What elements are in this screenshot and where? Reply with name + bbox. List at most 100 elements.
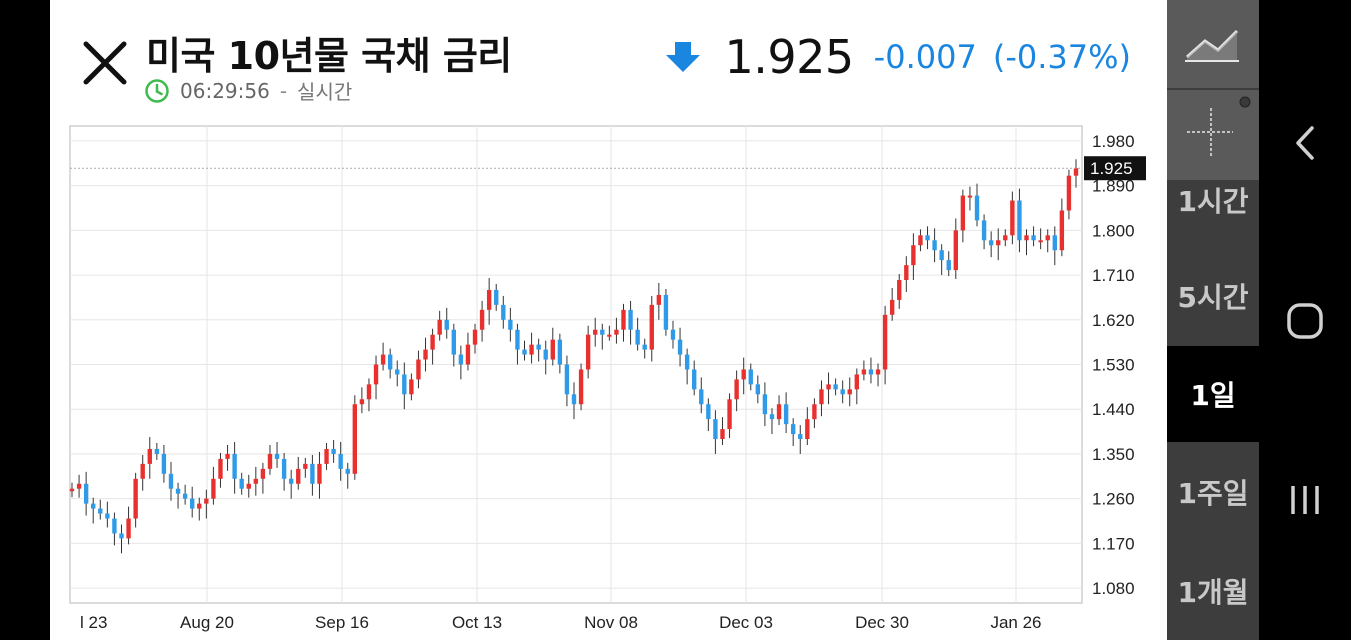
chart-panel: 미국 10년물 국채 금리 06:29:56 - 실시간 1.925 -0.00… [50, 0, 1167, 640]
back-button[interactable] [1259, 103, 1351, 183]
candle-body [486, 289, 492, 310]
candle-body [1017, 200, 1022, 241]
candle-body [1003, 235, 1008, 241]
candle-body [833, 384, 838, 390]
home-button[interactable] [1259, 281, 1351, 361]
candle-body [974, 195, 980, 221]
candle-body [91, 503, 96, 509]
candle-body [274, 453, 280, 459]
candle-body [706, 404, 711, 420]
candle-body [585, 334, 591, 370]
candle-body [967, 195, 973, 198]
candle-body [126, 518, 131, 539]
current-value-box [1084, 156, 1146, 181]
candle-body [741, 369, 746, 380]
candle-body [190, 498, 195, 509]
candle-body [819, 389, 824, 405]
candle-body [826, 384, 831, 390]
candle-body [168, 473, 174, 489]
clock-icon [145, 78, 169, 103]
candle-body [854, 374, 860, 390]
candle-body [614, 329, 619, 335]
candle-body [402, 374, 407, 395]
candle-body [105, 513, 110, 519]
candle-body [960, 195, 966, 231]
candle-body [755, 384, 761, 395]
y-tick-label: 1.530 [1092, 356, 1135, 375]
candle-body [225, 453, 230, 459]
close-button[interactable] [80, 38, 130, 88]
interval-5hour[interactable]: 5시간 [1177, 281, 1249, 314]
interval-1month[interactable]: 1개월 [1177, 576, 1249, 609]
candle-body [939, 250, 944, 261]
candle-body [621, 309, 626, 330]
candle-body [536, 344, 541, 350]
close-icon [83, 41, 127, 85]
price-chart[interactable]: 1.980 1.890 1.800 1.710 1.620 1.530 1.440 1.350… [50, 120, 1167, 640]
candle-body [925, 235, 930, 241]
candle-body [494, 289, 499, 305]
candle-body [543, 349, 548, 360]
candle-body [211, 478, 216, 499]
interval-1week[interactable]: 1주일 [1177, 477, 1249, 510]
candle-body [1038, 240, 1043, 243]
interval-1day[interactable]: 1일 [1167, 346, 1259, 442]
left-edge [0, 0, 50, 640]
candle-body [593, 329, 598, 335]
realtime-label: 실시간 [297, 80, 353, 104]
candle-body [154, 448, 160, 454]
page-title: 미국 10년물 국채 금리 [146, 34, 512, 78]
candle-body [720, 429, 725, 440]
timestamp-row: 06:29:56 - 실시간 [144, 76, 352, 105]
candle-body [338, 453, 343, 469]
current-value-label: 1.925 [1090, 159, 1133, 178]
x-tick-label: l 23 [80, 613, 107, 632]
candle-body [882, 314, 888, 370]
candle-body [911, 245, 916, 266]
candle-body [133, 478, 138, 519]
candle-body [218, 458, 223, 479]
candle-body [83, 483, 89, 504]
candle-body [246, 483, 251, 489]
chart-type-button[interactable] [1167, 0, 1259, 88]
candle-body [713, 419, 718, 440]
crosshair-icon [1187, 96, 1251, 156]
interval-1hour[interactable]: 1시간 [1177, 185, 1249, 218]
candle-body [310, 463, 315, 484]
crosshair-button[interactable] [1167, 90, 1259, 180]
candle-body [175, 488, 181, 494]
candle-body [317, 463, 322, 484]
candle-body [232, 453, 237, 479]
candle-body [1031, 235, 1036, 241]
candle-body [868, 369, 874, 375]
candle-body [479, 309, 485, 330]
candle-body [1059, 210, 1065, 251]
chart-toolbar: 1시간 5시간 1일 1주일 1개월 [1167, 0, 1259, 640]
time-value: 06:29:56 [180, 78, 270, 103]
candle-body [345, 468, 350, 474]
candle-body [578, 369, 584, 405]
y-tick-label: 1.350 [1092, 445, 1135, 464]
candle-body [988, 240, 994, 246]
candle-body [430, 334, 435, 350]
candle-body [451, 329, 456, 355]
candle-body [635, 329, 640, 345]
candle-body [522, 349, 527, 355]
candle-body [416, 359, 421, 380]
candle-body [812, 404, 817, 420]
candle-body [444, 319, 449, 330]
x-tick-label: Jan 26 [990, 613, 1041, 632]
recents-button[interactable] [1259, 460, 1351, 540]
y-tick-label: 1.620 [1092, 311, 1135, 330]
candle-body [112, 518, 117, 534]
y-tick-label: 1.170 [1092, 534, 1135, 553]
candle-body [1024, 235, 1029, 241]
candle-body [1052, 235, 1057, 251]
candle-body [932, 240, 937, 251]
down-arrow-icon [666, 42, 701, 72]
candle-body [331, 448, 336, 454]
candle-body [861, 369, 867, 375]
candle-body [897, 280, 902, 300]
candle-body [147, 448, 152, 464]
candle-body [260, 468, 266, 479]
